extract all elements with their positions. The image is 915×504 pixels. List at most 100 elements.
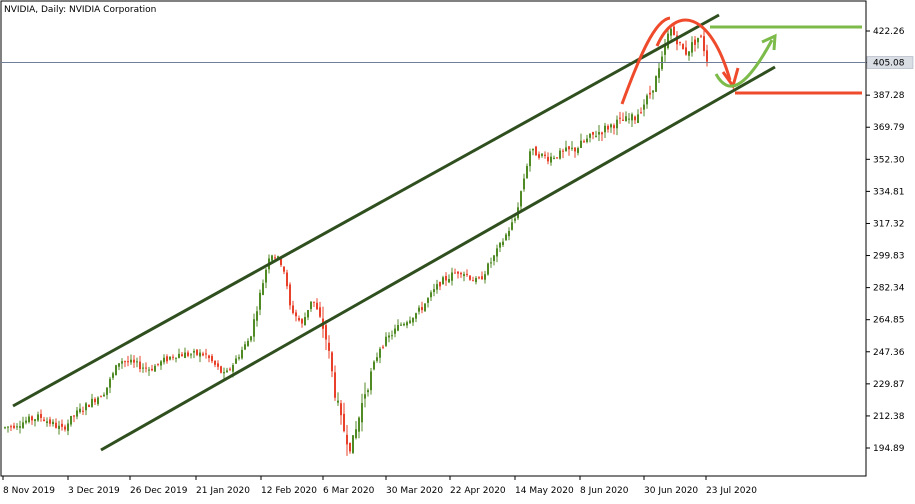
candle-body xyxy=(226,370,228,373)
candle-body xyxy=(613,125,615,129)
candle-body xyxy=(112,373,114,378)
candle-66 xyxy=(202,351,204,357)
candle-body xyxy=(211,356,213,362)
candle-229 xyxy=(691,36,693,57)
candle-body xyxy=(289,284,291,306)
candle-body xyxy=(304,317,306,326)
candle-218 xyxy=(658,62,660,84)
candle-body xyxy=(418,307,420,312)
candle-205 xyxy=(619,111,621,124)
candle-155 xyxy=(469,274,471,281)
candle-162 xyxy=(490,257,492,268)
candle-50 xyxy=(154,363,156,372)
candle-2 xyxy=(10,424,12,431)
candle-73 xyxy=(223,367,225,379)
candle-142 xyxy=(430,290,432,302)
candle-body xyxy=(409,320,411,323)
x-tick-label: 8 Nov 2019 xyxy=(3,486,55,496)
candle-body xyxy=(202,353,204,356)
candle-70 xyxy=(214,360,216,368)
candle-100 xyxy=(304,312,306,326)
candle-body xyxy=(376,357,378,361)
candle-body xyxy=(151,368,153,371)
candle-body xyxy=(364,394,366,399)
candle-18 xyxy=(58,420,60,435)
candle-body xyxy=(514,218,516,221)
candle-body xyxy=(127,361,129,363)
candle-194 xyxy=(586,134,588,144)
candle-body xyxy=(196,349,198,355)
candle-118 xyxy=(358,416,360,439)
candle-body xyxy=(259,292,261,310)
candle-body xyxy=(310,301,312,310)
candle-body xyxy=(601,132,603,135)
candle-body xyxy=(262,283,264,295)
candle-body xyxy=(634,116,636,121)
candle-body xyxy=(577,148,579,153)
candle-61 xyxy=(187,350,189,358)
candle-168 xyxy=(508,227,510,241)
candle-body xyxy=(370,371,372,391)
candle-body xyxy=(325,325,327,340)
candle-body xyxy=(706,50,708,62)
candle-148 xyxy=(448,274,450,284)
candle-44 xyxy=(136,357,138,368)
y-tick-label: 229.87 xyxy=(873,380,905,390)
candle-57 xyxy=(175,357,177,363)
candle-body xyxy=(301,319,303,324)
x-tick-label: 8 Jun 2020 xyxy=(580,486,629,496)
candle-200 xyxy=(604,122,606,139)
candle-body xyxy=(118,363,120,367)
candle-185 xyxy=(559,147,561,160)
candle-117 xyxy=(355,421,357,440)
candle-body xyxy=(490,262,492,264)
candle-body xyxy=(298,317,300,321)
candle-body xyxy=(187,352,189,356)
candle-221 xyxy=(667,28,669,50)
candle-176 xyxy=(532,148,534,156)
candle-95 xyxy=(289,282,291,310)
candle-body xyxy=(436,284,438,290)
candle-81 xyxy=(247,338,249,347)
candle-104 xyxy=(316,298,318,310)
y-tick-label: 334.81 xyxy=(873,187,905,197)
candle-body xyxy=(337,400,339,403)
candle-102 xyxy=(310,301,312,312)
x-tick-label: 23 Jul 2020 xyxy=(706,486,757,496)
candle-96 xyxy=(292,300,294,315)
candle-140 xyxy=(424,303,426,312)
candle-130 xyxy=(394,324,396,338)
candle-114 xyxy=(346,424,348,456)
candle-181 xyxy=(547,152,549,165)
candle-body xyxy=(40,413,42,418)
candle-215 xyxy=(649,85,651,99)
candle-226 xyxy=(682,43,684,50)
candle-body xyxy=(472,280,474,282)
candle-196 xyxy=(592,131,594,140)
candle-body xyxy=(181,354,183,357)
current-price-box xyxy=(866,56,914,69)
candle-body xyxy=(307,309,309,318)
candle-body xyxy=(190,354,192,356)
y-tick-label: 212.38 xyxy=(873,412,905,422)
candle-53 xyxy=(163,354,165,365)
candle-body xyxy=(700,35,702,37)
candle-body xyxy=(568,146,570,150)
candle-163 xyxy=(493,254,495,266)
candle-23 xyxy=(73,415,75,423)
candle-body xyxy=(64,426,66,430)
candle-body xyxy=(205,353,207,355)
red-drop-arc xyxy=(655,18,732,81)
candle-84 xyxy=(256,306,258,327)
candle-83 xyxy=(253,313,255,342)
candle-82 xyxy=(250,335,252,343)
candle-body xyxy=(550,156,552,163)
candle-body xyxy=(178,353,180,358)
candle-body xyxy=(541,153,543,156)
candle-125 xyxy=(379,346,381,364)
candle-body xyxy=(571,147,573,149)
candle-36 xyxy=(112,371,114,380)
candle-207 xyxy=(625,111,627,122)
